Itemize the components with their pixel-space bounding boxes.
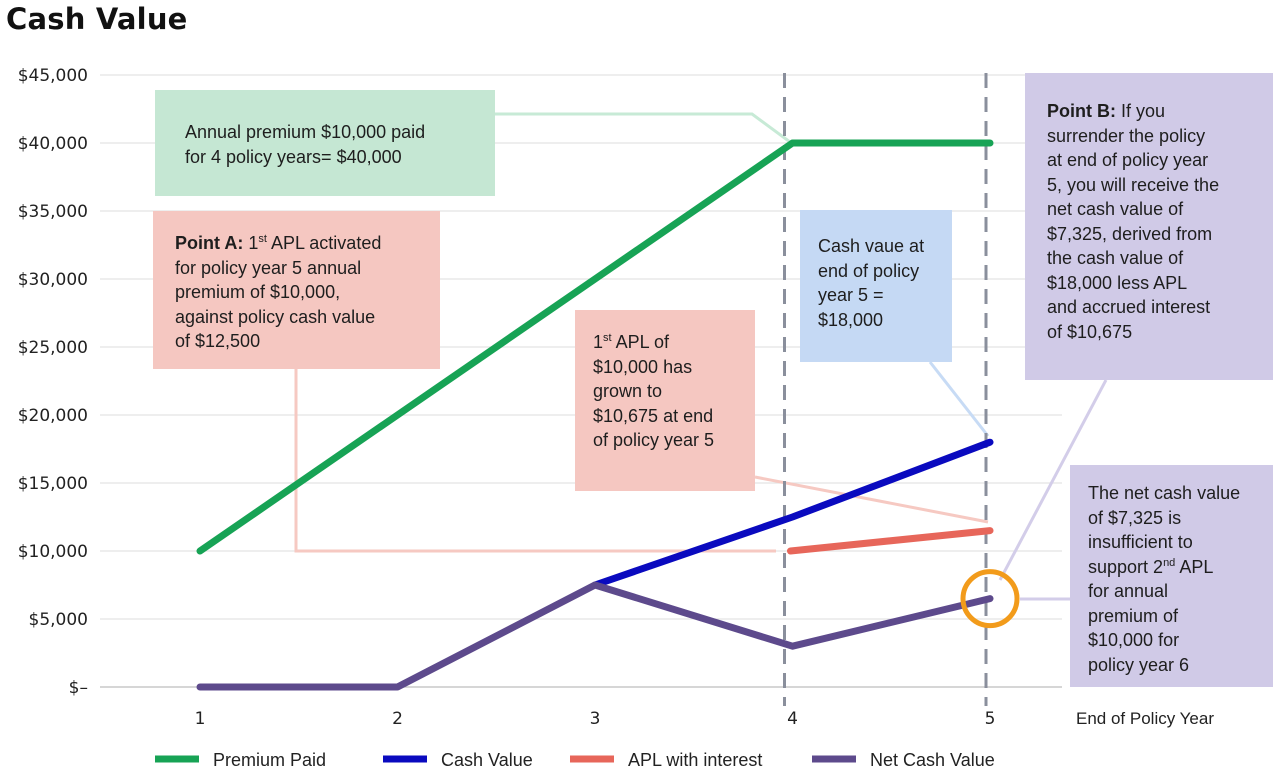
callout-point-b-line: $18,000 less APL bbox=[1047, 272, 1188, 293]
callout-apl-line: $10,675 at end bbox=[593, 405, 714, 426]
callout-point-a-line: against policy cash value bbox=[175, 306, 376, 327]
highlight-circle-net-cash bbox=[960, 569, 1020, 629]
callout-point-b-line: of $10,675 bbox=[1047, 321, 1133, 342]
y-tick-label: $40,000 bbox=[18, 134, 88, 154]
series-line-premium-paid bbox=[196, 139, 994, 555]
callout-point-b-line: Point B: If you bbox=[1047, 101, 1166, 121]
callout-cash-line: year 5 = bbox=[818, 285, 884, 305]
callout-apl-growth: 1st APL of $10,000 has grown to $10,675 … bbox=[575, 310, 755, 491]
callout-net-line: for annual bbox=[1088, 581, 1169, 601]
callout-point-b-line: $7,325, derived from bbox=[1047, 223, 1213, 244]
callout-point-a-line: of $12,500 bbox=[175, 331, 261, 351]
y-tick-label: $10,000 bbox=[18, 542, 88, 562]
callout-point-b-line: net cash value of bbox=[1047, 199, 1184, 219]
series-line-apl-with-interest bbox=[787, 527, 994, 555]
series-lines bbox=[196, 139, 994, 691]
callout-point-a-line: Point A: 1st APL activated bbox=[175, 233, 382, 253]
connector-premium bbox=[495, 112, 791, 144]
callout-point-a-line: premium of $10,000, bbox=[175, 282, 341, 302]
y-tick-label: $45,000 bbox=[18, 66, 88, 86]
x-tick-label: 5 bbox=[985, 709, 996, 729]
callout-net-line: insufficient to bbox=[1088, 532, 1193, 552]
callout-net-line: premium of bbox=[1088, 605, 1179, 626]
callout-net-line: $10,000 for bbox=[1088, 630, 1180, 650]
y-tick-label: $35,000 bbox=[18, 202, 88, 222]
callout-point-b: Point B: If you surrender the policy at … bbox=[1025, 73, 1273, 380]
callout-cash-value: Cash vaue at end of policy year 5 = $18,… bbox=[800, 210, 952, 362]
callout-premium-line: Annual premium $10,000 paid bbox=[185, 122, 426, 142]
x-tick-label: 1 bbox=[195, 709, 206, 729]
point-a-label: Point A: bbox=[175, 233, 244, 253]
x-axis: 1 2 3 4 5 End of Policy Year bbox=[195, 709, 1215, 729]
callout-point-b-line: 5, you will receive the bbox=[1047, 174, 1220, 195]
x-tick-label: 3 bbox=[590, 709, 601, 729]
callout-cash-line: Cash vaue at bbox=[818, 236, 925, 256]
highlight-circle bbox=[960, 569, 1020, 629]
callout-net-cash: The net cash value of $7,325 is insuffic… bbox=[1070, 465, 1273, 687]
legend-label: Premium Paid bbox=[213, 750, 326, 770]
callout-net-line: of $7,325 is bbox=[1088, 507, 1182, 528]
legend: Premium Paid Cash Value APL with interest N… bbox=[155, 750, 995, 770]
callout-connectors bbox=[294, 112, 1108, 601]
legend-label: Cash Value bbox=[441, 750, 533, 770]
legend-label: Net Cash Value bbox=[870, 750, 995, 770]
y-tick-label: $30,000 bbox=[18, 270, 88, 290]
callout-apl-line: grown to bbox=[593, 381, 663, 401]
y-tick-label: $25,000 bbox=[18, 338, 88, 358]
connector-point-a bbox=[294, 369, 776, 553]
callout-net-line: The net cash value bbox=[1088, 483, 1241, 503]
callout-point-a: Point A: 1st APL activated for policy ye… bbox=[153, 211, 440, 369]
series-line-cash-value bbox=[591, 438, 994, 589]
callout-cash-line: end of policy bbox=[818, 260, 920, 281]
callout-premium: Annual premium $10,000 paid for 4 policy… bbox=[155, 90, 495, 196]
series-line-net-cash-value bbox=[196, 581, 994, 691]
callout-cash-line: $18,000 bbox=[818, 309, 884, 330]
callout-point-b-line: the cash value of bbox=[1047, 248, 1184, 268]
chart-title: Cash Value bbox=[6, 2, 188, 36]
y-tick-label: $20,000 bbox=[18, 406, 88, 426]
x-axis-title: End of Policy Year bbox=[1076, 709, 1214, 728]
callout-apl-line: $10,000 has bbox=[593, 356, 693, 377]
x-tick-label: 4 bbox=[787, 709, 798, 729]
legend-label: APL with interest bbox=[628, 750, 762, 770]
y-tick-label: $5,000 bbox=[29, 610, 88, 630]
vertical-markers bbox=[783, 73, 988, 706]
y-tick-label: $– bbox=[69, 678, 88, 698]
y-axis: $– $5,000 $10,000 $15,000 $20,000 $25,000 $30,… bbox=[18, 66, 88, 698]
callout-premium-line: for 4 policy years= $40,000 bbox=[185, 146, 402, 167]
callout-apl-line: 1st APL of bbox=[593, 332, 669, 352]
callout-apl-line: of policy year 5 bbox=[593, 430, 715, 450]
point-b-label: Point B: bbox=[1047, 101, 1116, 121]
y-tick-label: $15,000 bbox=[18, 474, 88, 494]
callout-point-b-line: surrender the policy bbox=[1047, 125, 1206, 146]
callout-point-b-line: and accrued interest bbox=[1047, 297, 1211, 317]
callout-point-b-line: at end of policy year bbox=[1047, 150, 1209, 170]
callout-point-a-line: for policy year 5 annual bbox=[175, 257, 362, 278]
connector-apl bbox=[754, 475, 989, 524]
callout-net-line: support 2nd APL bbox=[1088, 556, 1214, 577]
x-tick-label: 2 bbox=[392, 709, 403, 729]
callout-net-line: policy year 6 bbox=[1088, 654, 1190, 675]
connector-cash bbox=[928, 361, 990, 437]
connector-point-b bbox=[998, 379, 1108, 581]
